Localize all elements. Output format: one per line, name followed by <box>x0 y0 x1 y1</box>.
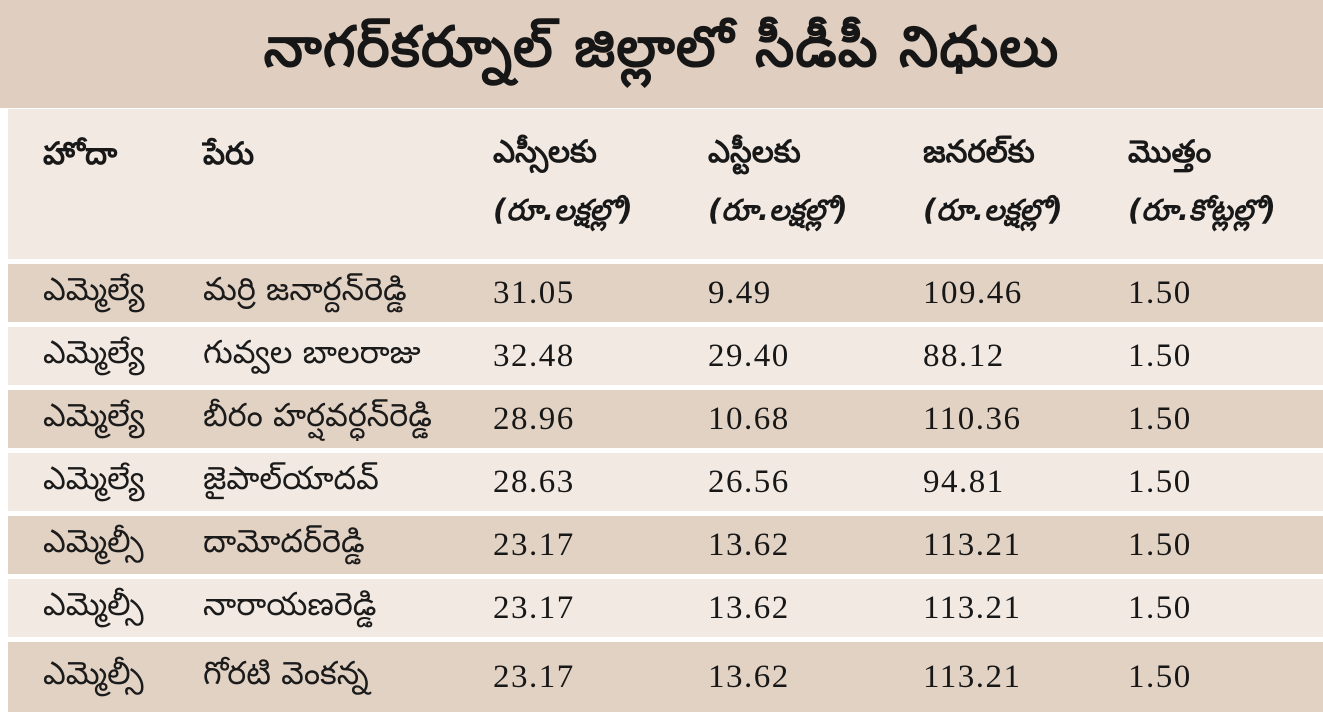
cell-designation: ఎమ్మెల్యే <box>43 396 145 434</box>
cell-total-amount: 1.50 <box>1128 658 1192 695</box>
column-label: జనరల్‌కు <box>923 133 1035 170</box>
cell-general-amount: 113.21 <box>923 589 1022 626</box>
cell-general-amount: 113.21 <box>923 526 1022 563</box>
cell-total-amount: 1.50 <box>1128 337 1192 374</box>
table-row: ఎమ్మెల్యే జైపాల్‌యాదవ్ 28.63 26.56 94.81… <box>8 453 1323 511</box>
column-header-designation: హోదా <box>8 136 203 233</box>
table-row: ఎమ్మెల్యే గువ్వల బాలరాజు 32.48 29.40 88.… <box>8 327 1323 385</box>
column-sublabel: (రూ.లక్షల్లో) <box>493 192 633 227</box>
column-header-name: పేరు <box>203 136 493 233</box>
cell-designation: ఎమ్మెల్యే <box>43 270 145 308</box>
cell-designation: ఎమ్మెల్యే <box>43 459 145 497</box>
cell-sc-amount: 23.17 <box>493 526 575 563</box>
cell-designation: ఎమ్మెల్సీ <box>43 585 144 623</box>
cell-total-amount: 1.50 <box>1128 589 1192 626</box>
cell-total-amount: 1.50 <box>1128 400 1192 437</box>
cell-name: మర్రి జనార్దన్‌రెడ్డి <box>203 270 407 308</box>
cell-sc-amount: 31.05 <box>493 274 575 311</box>
cell-name: దామోదర్‌రెడ్డి <box>203 522 365 560</box>
cell-st-amount: 13.62 <box>708 658 790 695</box>
funds-table: హోదా పేరు ఎస్సీలకు (రూ.లక్షల్లో) ఎస్టీలక… <box>8 108 1323 712</box>
cell-general-amount: 110.36 <box>923 400 1022 437</box>
cell-sc-amount: 28.96 <box>493 400 575 437</box>
column-label: ఎస్సీలకు <box>493 133 597 170</box>
cell-total-amount: 1.50 <box>1128 526 1192 563</box>
cell-st-amount: 13.62 <box>708 589 790 626</box>
cell-sc-amount: 23.17 <box>493 658 575 695</box>
table-row: ఎమ్మెల్యే మర్రి జనార్దన్‌రెడ్డి 31.05 9.… <box>8 264 1323 322</box>
cell-st-amount: 13.62 <box>708 526 790 563</box>
table-row: ఎమ్మెల్సీ గోరటి వెంకన్న 23.17 13.62 113.… <box>8 642 1323 712</box>
cell-total-amount: 1.50 <box>1128 274 1192 311</box>
cell-designation: ఎమ్మెల్యే <box>43 333 145 371</box>
table-row: ఎమ్మెల్యే బీరం హర్షవర్ధన్‌రెడ్డి 28.96 1… <box>8 390 1323 448</box>
cell-name: గువ్వల బాలరాజు <box>203 333 421 371</box>
column-label: పేరు <box>203 135 255 172</box>
column-header-total: మొత్తం (రూ.కోట్లల్లో) <box>1128 134 1323 235</box>
column-header-sc: ఎస్సీలకు (రూ.లక్షల్లో) <box>493 134 708 235</box>
cell-total-amount: 1.50 <box>1128 463 1192 500</box>
table-header-row: హోదా పేరు ఎస్సీలకు (రూ.లక్షల్లో) ఎస్టీలక… <box>8 109 1323 259</box>
cell-general-amount: 113.21 <box>923 658 1022 695</box>
table-row: ఎమ్మెల్సీ దామోదర్‌రెడ్డి 23.17 13.62 113… <box>8 516 1323 574</box>
column-label: మొత్తం <box>1128 133 1212 170</box>
cell-st-amount: 10.68 <box>708 400 790 437</box>
cell-sc-amount: 23.17 <box>493 589 575 626</box>
column-label: హోదా <box>43 135 118 172</box>
title-band: నాగర్‌కర్నూల్ జిల్లాలో సీడీపీ నిధులు <box>0 0 1323 108</box>
cell-name: జైపాల్‌యాదవ్ <box>203 459 379 497</box>
column-sublabel <box>43 195 203 233</box>
cell-sc-amount: 28.63 <box>493 463 575 500</box>
column-label: ఎస్టీలకు <box>708 133 801 170</box>
cell-sc-amount: 32.48 <box>493 337 575 374</box>
column-header-general: జనరల్‌కు (రూ.లక్షల్లో) <box>923 134 1128 235</box>
cell-designation: ఎమ్మెల్సీ <box>43 522 144 560</box>
column-sublabel <box>203 195 493 233</box>
column-sublabel: (రూ.లక్షల్లో) <box>708 192 848 227</box>
cell-general-amount: 109.46 <box>923 274 1023 311</box>
cell-general-amount: 88.12 <box>923 337 1005 374</box>
cell-name: నారాయణరెడ్డి <box>203 585 377 623</box>
cell-designation: ఎమ్మెల్సీ <box>43 654 144 692</box>
cell-st-amount: 26.56 <box>708 463 790 500</box>
table-row: ఎమ్మెల్సీ నారాయణరెడ్డి 23.17 13.62 113.2… <box>8 579 1323 637</box>
cell-name: బీరం హర్షవర్ధన్‌రెడ్డి <box>203 396 432 434</box>
cell-st-amount: 9.49 <box>708 274 772 311</box>
page-title: నాగర్‌కర్నూల్ జిల్లాలో సీడీపీ నిధులు <box>263 14 1060 80</box>
cell-general-amount: 94.81 <box>923 463 1005 500</box>
column-header-st: ఎస్టీలకు (రూ.లక్షల్లో) <box>708 134 923 235</box>
cell-st-amount: 29.40 <box>708 337 790 374</box>
column-sublabel: (రూ.కోట్లల్లో) <box>1128 192 1276 227</box>
cell-name: గోరటి వెంకన్న <box>203 654 369 692</box>
column-sublabel: (రూ.లక్షల్లో) <box>923 192 1063 227</box>
